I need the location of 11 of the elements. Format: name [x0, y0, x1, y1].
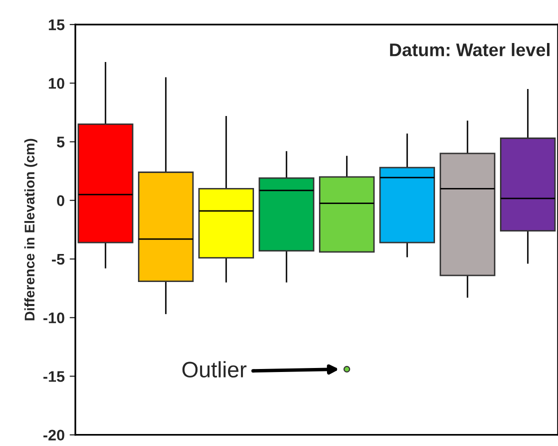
- y-tick-label: 5: [56, 136, 64, 148]
- y-tick-label: 0: [57, 195, 64, 206]
- annotation: Outlier: [182, 361, 246, 378]
- y-axis-title: Difference in Elevation (cm): [24, 138, 38, 320]
- y-tick-label: -5: [52, 254, 64, 265]
- annotation: Datum: Water level: [390, 42, 550, 56]
- y-tick-label: -10: [43, 312, 64, 324]
- y-tick-label: -15: [43, 371, 64, 382]
- y-tick-label: -20: [43, 430, 64, 441]
- y-tick-label: 10: [48, 78, 64, 89]
- y-tick-label: 15: [48, 20, 64, 30]
